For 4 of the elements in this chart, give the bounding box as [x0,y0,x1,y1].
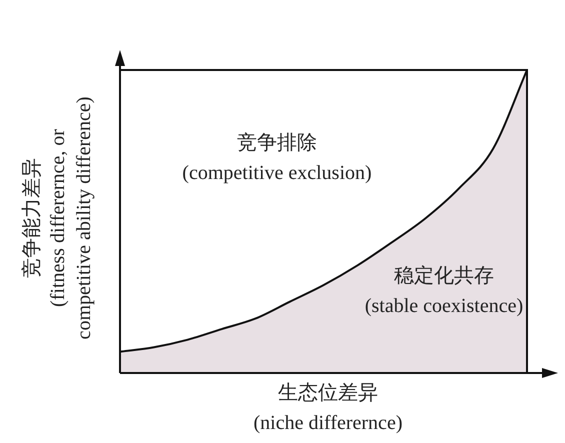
ylabel: 竞争能力差异 (fitness differernce, or competitive ability difference) [21,96,95,340]
xlabel: 生态位差异 (niche differernce) [254,382,402,434]
annotation: 稳定化共存 (stable coexistence) [364,265,524,317]
annotation: 竞争排除 (competitive exclusion) [182,132,372,184]
